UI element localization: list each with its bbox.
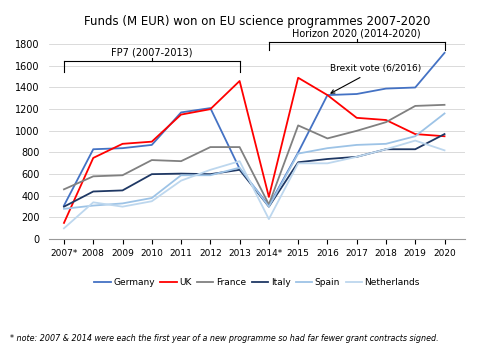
Italy xyxy=(90,189,96,193)
Netherlands xyxy=(412,138,418,143)
Netherlands xyxy=(90,200,96,204)
UK xyxy=(442,134,447,138)
France xyxy=(237,145,242,149)
Germany xyxy=(149,143,155,147)
Netherlands xyxy=(442,148,447,152)
Text: Brexit vote (6/2016): Brexit vote (6/2016) xyxy=(330,64,421,93)
Spain xyxy=(120,201,125,206)
France xyxy=(178,159,184,163)
Italy xyxy=(295,160,301,164)
Spain xyxy=(295,152,301,156)
UK xyxy=(149,139,155,144)
Spain xyxy=(237,166,242,170)
Netherlands xyxy=(295,161,301,165)
UK xyxy=(90,156,96,160)
UK xyxy=(383,118,389,122)
Italy xyxy=(354,155,360,159)
Spain xyxy=(207,173,213,177)
Netherlands xyxy=(383,147,389,151)
France xyxy=(324,136,330,140)
Italy xyxy=(61,204,67,209)
France xyxy=(61,187,67,191)
Spain xyxy=(442,111,447,116)
France xyxy=(383,120,389,124)
Spain xyxy=(324,146,330,150)
Italy xyxy=(412,147,418,151)
Germany xyxy=(237,167,242,171)
Netherlands xyxy=(266,217,272,221)
UK xyxy=(412,132,418,136)
UK xyxy=(266,195,272,199)
Title: Funds (M EUR) won on EU science programmes 2007-2020: Funds (M EUR) won on EU science programm… xyxy=(84,15,431,28)
France xyxy=(149,158,155,162)
Text: FP7 (2007-2013): FP7 (2007-2013) xyxy=(111,48,192,58)
Spain xyxy=(61,207,67,211)
Germany xyxy=(207,106,213,110)
Germany xyxy=(383,86,389,91)
Germany xyxy=(354,92,360,96)
Netherlands xyxy=(354,155,360,159)
Legend: Germany, UK, France, Italy, Spain, Netherlands: Germany, UK, France, Italy, Spain, Nethe… xyxy=(91,274,423,291)
Line: Spain: Spain xyxy=(64,113,444,209)
Germany xyxy=(266,203,272,208)
Netherlands xyxy=(324,161,330,165)
Line: Netherlands: Netherlands xyxy=(64,140,444,228)
Text: Horizon 2020 (2014-2020): Horizon 2020 (2014-2020) xyxy=(292,28,421,38)
Spain xyxy=(149,196,155,200)
Spain xyxy=(90,203,96,208)
France xyxy=(295,123,301,127)
Germany xyxy=(120,146,125,150)
UK xyxy=(324,93,330,97)
UK xyxy=(207,107,213,111)
Netherlands xyxy=(120,204,125,209)
UK xyxy=(295,76,301,80)
Netherlands xyxy=(207,168,213,172)
Germany xyxy=(178,110,184,115)
France xyxy=(266,202,272,207)
Germany xyxy=(412,85,418,90)
Netherlands xyxy=(61,226,67,230)
Line: France: France xyxy=(64,105,444,204)
UK xyxy=(354,116,360,120)
UK xyxy=(178,112,184,117)
Italy xyxy=(120,188,125,192)
France xyxy=(207,145,213,149)
Line: Italy: Italy xyxy=(64,134,444,207)
Italy xyxy=(442,132,447,136)
UK xyxy=(120,142,125,146)
Line: Germany: Germany xyxy=(64,53,444,206)
Spain xyxy=(383,142,389,146)
Germany xyxy=(295,151,301,155)
Italy xyxy=(237,168,242,172)
Italy xyxy=(178,172,184,176)
France xyxy=(354,129,360,133)
France xyxy=(442,103,447,107)
Italy xyxy=(324,157,330,161)
Netherlands xyxy=(149,199,155,203)
Germany xyxy=(442,51,447,55)
Netherlands xyxy=(237,159,242,163)
France xyxy=(412,104,418,108)
Germany xyxy=(90,147,96,151)
Germany xyxy=(324,93,330,97)
UK xyxy=(237,79,242,83)
France xyxy=(90,174,96,179)
Line: UK: UK xyxy=(64,78,444,223)
Text: * note: 2007 & 2014 were each the first year of a new programme so had far fewer: * note: 2007 & 2014 were each the first … xyxy=(10,334,438,343)
Spain xyxy=(178,173,184,177)
Italy xyxy=(266,204,272,209)
Germany xyxy=(61,203,67,208)
Italy xyxy=(207,172,213,176)
Spain xyxy=(354,143,360,147)
Spain xyxy=(412,134,418,138)
France xyxy=(120,173,125,177)
Spain xyxy=(266,204,272,209)
Netherlands xyxy=(178,179,184,183)
UK xyxy=(61,221,67,225)
Italy xyxy=(149,172,155,176)
Italy xyxy=(383,147,389,151)
